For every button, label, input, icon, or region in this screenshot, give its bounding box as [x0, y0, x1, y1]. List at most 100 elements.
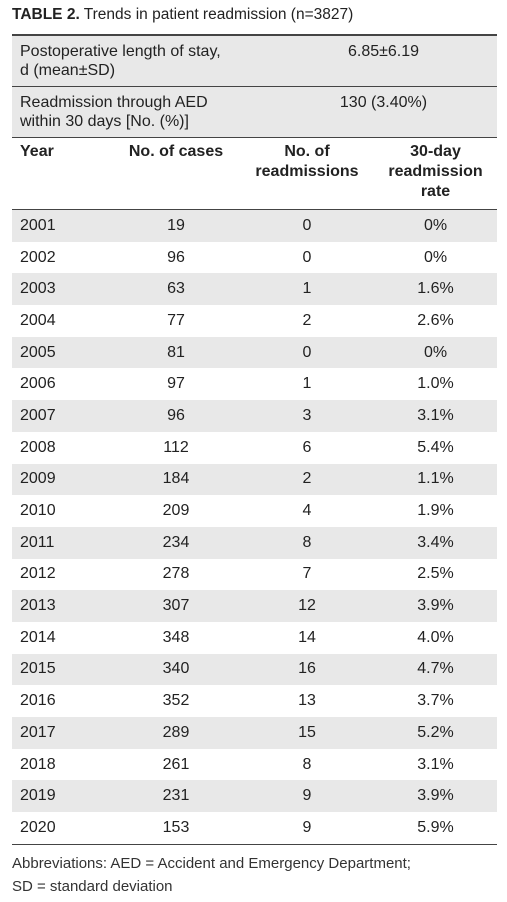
table-cell: 2 [302, 470, 312, 488]
summary-label: Postoperative length of stay, d (mean±SD… [20, 43, 221, 79]
table-cell: 9 [302, 787, 312, 805]
table-cell: 2011 [20, 533, 55, 551]
footnote-line: SD = standard deviation [12, 878, 173, 895]
table-cell: 231 [162, 787, 190, 805]
summary-row: Postoperative length of stay, d (mean±SD… [12, 36, 497, 87]
column-header: No. of readmissions [255, 143, 359, 180]
table-cell: 1.9% [417, 502, 454, 520]
table-cell: 2018 [20, 755, 56, 773]
table-cell: 16 [298, 660, 316, 678]
table-cell: 261 [162, 755, 190, 773]
table-cell: 3.9% [417, 597, 454, 615]
footnote: Abbreviations: AED = Accident and Emerge… [12, 852, 411, 898]
table-row: 2002 96 0 0% [12, 242, 497, 274]
table-cell: 2004 [20, 311, 56, 329]
table-cell: 1 [302, 280, 312, 298]
table-cell: 289 [162, 723, 190, 741]
table-cell: 2005 [20, 343, 56, 361]
table-cell: 153 [162, 818, 190, 836]
table-cell: 0% [423, 248, 448, 266]
table-cell: 2012 [20, 565, 56, 583]
table-cell: 2014 [20, 628, 56, 646]
table-cell: 234 [162, 533, 190, 551]
table-cell: 97 [167, 375, 185, 393]
column-header: Year [20, 143, 54, 160]
table-cell: 13 [298, 692, 316, 710]
table-cell: 3 [302, 406, 312, 424]
table-cell: 5.4% [417, 438, 454, 456]
table-cell: 4.7% [417, 660, 454, 678]
table-cell: 307 [162, 597, 190, 615]
table-cell: 2013 [20, 597, 56, 615]
table-cell: 96 [167, 248, 185, 266]
table-cell: 4 [302, 502, 312, 520]
table-cell: 1.0% [417, 375, 454, 393]
table-cell: 352 [162, 692, 190, 710]
table-row: 2018 261 8 3.1% [12, 749, 497, 781]
table-cell: 7 [302, 565, 312, 583]
table-cell: 3.4% [417, 533, 454, 551]
table-cell: 340 [162, 660, 190, 678]
table-cell: 1 [302, 375, 312, 393]
table-cell: 19 [167, 216, 185, 234]
footnote-line: Abbreviations: AED = Accident and Emerge… [12, 855, 411, 872]
table-cell: 3.1% [417, 406, 454, 424]
table-cell: 2016 [20, 692, 56, 710]
table-row: 2011 234 8 3.4% [12, 526, 497, 559]
table-cell: 112 [163, 438, 189, 456]
table-row: 2008 112 6 5.4% [12, 432, 497, 464]
table-cell: 348 [162, 628, 190, 646]
summary-label: Readmission through AED within 30 days [… [20, 94, 208, 130]
table-cell: 184 [162, 470, 190, 488]
table-cell: 3.9% [417, 787, 454, 805]
table-cell: 2001 [20, 216, 56, 234]
table-row: 2014 348 14 4.0% [12, 622, 497, 654]
table-cell: 4.0% [417, 628, 454, 646]
table-cell: 2007 [20, 406, 56, 424]
table-row: 2016 352 13 3.7% [12, 685, 497, 717]
table-cell: 3.7% [417, 692, 454, 710]
table-cell: 5.2% [417, 723, 454, 741]
table-title: TABLE 2. Trends in patient readmission (n… [12, 6, 353, 24]
table-cell: 14 [298, 628, 316, 646]
table-row: 2012 278 7 2.5% [12, 559, 497, 591]
table-cell: 5.9% [417, 818, 454, 836]
table-cell: 209 [162, 502, 190, 520]
table-cell: 2008 [20, 438, 56, 456]
table-cell: 0% [423, 216, 448, 234]
table-cell: 2.5% [417, 565, 454, 583]
table-row: 2006 97 1 1.0% [12, 368, 497, 400]
table-cell: 2019 [20, 787, 56, 805]
table-row: 2020 153 9 5.9% [12, 812, 497, 844]
table-cell: 2015 [20, 660, 56, 678]
table: Postoperative length of stay, d (mean±SD… [12, 34, 497, 845]
table-cell: 2002 [20, 248, 56, 266]
table-cell: 2017 [20, 723, 56, 741]
table-cell: 278 [162, 565, 190, 583]
header-row: Year No. of cases No. of readmissions 30-da… [12, 138, 497, 210]
table-cell: 1.6% [417, 280, 454, 298]
table-cell: 2010 [20, 502, 56, 520]
table-cell: 12 [298, 597, 316, 615]
table-row: 2013 307 12 3.9% [12, 590, 497, 622]
table-cell: 3.1% [417, 755, 454, 773]
table-cell: 0 [302, 248, 312, 266]
table-cell: 0% [423, 343, 448, 361]
table-cell: 8 [302, 755, 312, 773]
table-row: 2017 289 15 5.2% [12, 717, 497, 749]
table-cell: 0 [302, 216, 312, 234]
column-header: 30-day readmission rate [388, 143, 483, 200]
table-row: 2015 340 16 4.7% [12, 653, 497, 686]
table-row: 2010 209 4 1.9% [12, 495, 497, 527]
title-text: Trends in patient readmission (n=3827) [83, 6, 354, 23]
table-row: 2003 63 1 1.6% [12, 273, 497, 306]
table-cell: 15 [298, 723, 316, 741]
table-label: TABLE 2. [12, 6, 80, 23]
summary-value: 130 (3.40%) [339, 94, 428, 111]
table-cell: 2 [302, 311, 312, 329]
table-row: 2005 81 0 0% [12, 336, 497, 369]
table-cell: 9 [302, 818, 312, 836]
summary-value: 6.85±6.19 [347, 43, 420, 60]
table-cell: 2003 [20, 280, 56, 298]
